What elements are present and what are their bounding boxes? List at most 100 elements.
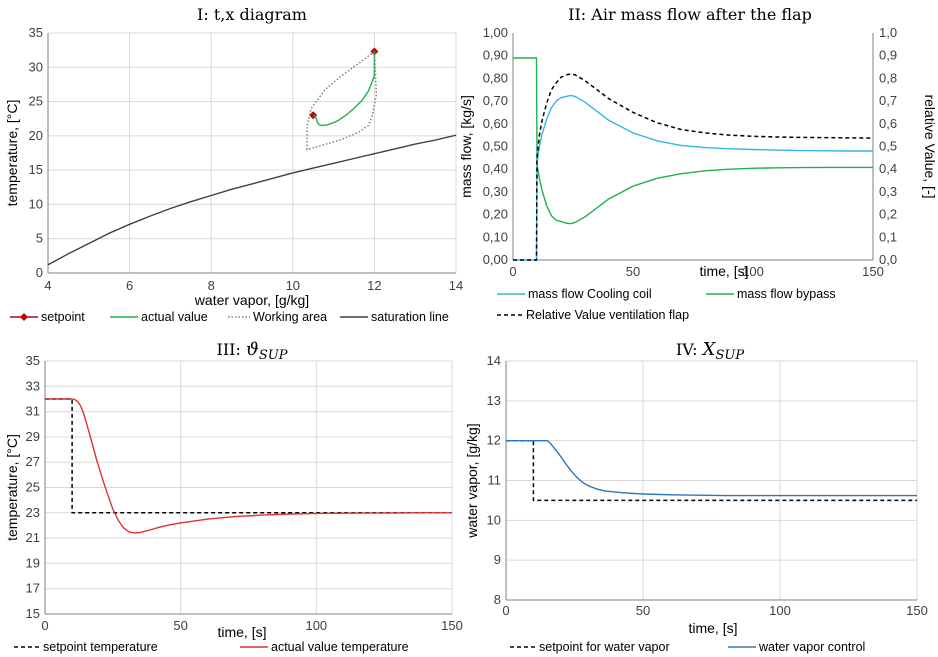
y-tick-label: 21 <box>26 530 40 545</box>
x-tick-label: 50 <box>173 618 187 633</box>
legend-entry: actual value temperature <box>240 640 409 654</box>
x-tick-label: 100 <box>742 264 764 279</box>
legend-entry: water vapor control <box>728 640 865 654</box>
y-tick-label: 0,20 <box>483 207 508 222</box>
y-tick-label: 25 <box>26 480 40 495</box>
x-tick-label: 8 <box>208 278 215 293</box>
y-tick-label: 0,10 <box>483 229 508 244</box>
y-tick-label: 0,00 <box>483 252 508 267</box>
y-tick-label: 19 <box>26 555 40 570</box>
y-tick-label: 1,00 <box>483 25 508 40</box>
y-tick-label: 27 <box>26 454 40 469</box>
x-tick-label: 4 <box>44 278 51 293</box>
chart-title-subscript: SUP <box>259 348 288 363</box>
y-tick-label: 10 <box>487 512 501 527</box>
chart-2: II: Air mass flow after the flap 0 50 100 15… <box>458 5 938 322</box>
y2-tick-label: 0,0 <box>879 252 897 267</box>
y2-tick-label: 0,5 <box>879 139 897 154</box>
y-tick-label: 0,50 <box>483 139 508 154</box>
y2-tick-label: 0,9 <box>879 48 897 63</box>
x-tick-label: 0 <box>509 264 516 279</box>
legend-entry: setpoint temperature <box>14 640 158 654</box>
chart-title-subscript: SUP <box>715 348 744 363</box>
x-tick-label: 12 <box>367 278 381 293</box>
y-tick-label: 0,60 <box>483 116 508 131</box>
legend-label: actual value <box>141 310 208 324</box>
series-line-0 <box>513 94 873 261</box>
x-tick-label: 50 <box>626 264 640 279</box>
series-line-2 <box>306 50 378 151</box>
legend-label: water vapor control <box>758 640 865 654</box>
legend-label: Relative Value ventilation flap <box>526 308 689 322</box>
y-tick-label: 20 <box>29 128 43 143</box>
y-tick-label: 12 <box>487 433 501 448</box>
legend-entry: mass flow bypass <box>706 287 836 301</box>
y-axis-label: water vapor, [g/kg] <box>464 423 480 538</box>
y-tick-label: 15 <box>26 606 40 621</box>
x-tick-label: 6 <box>126 278 133 293</box>
chart-title: III: ϑSUP <box>217 339 288 363</box>
legend-label: setpoint temperature <box>43 640 158 654</box>
legend-label: actual value temperature <box>271 640 409 654</box>
y-tick-label: 10 <box>29 196 43 211</box>
series-line-1 <box>513 57 873 225</box>
legend-entry: setpoint for water vapor <box>510 640 670 654</box>
x-axis-label: time, [s] <box>217 624 266 640</box>
x-axis-label: time, [s] <box>699 263 748 279</box>
series-line-1 <box>312 51 376 127</box>
y-tick-label: 5 <box>36 231 43 246</box>
y2-axis-label: relative Value, [-] <box>922 94 938 198</box>
x-tick-label: 14 <box>449 278 463 293</box>
x-tick-label: 50 <box>636 603 650 618</box>
x-axis-label: water vapor, [g/kg] <box>194 292 309 308</box>
chart-title-main: IV: <box>676 340 703 359</box>
x-tick-label: 0 <box>502 603 509 618</box>
y-tick-label: 8 <box>494 592 501 607</box>
y-tick-label: 0,70 <box>483 93 508 108</box>
y2-tick-label: 1,0 <box>879 25 897 40</box>
x-tick-label: 100 <box>305 618 327 633</box>
chart-title: II: Air mass flow after the flap <box>568 5 812 24</box>
series-line-1 <box>506 440 917 497</box>
y-tick-label: 33 <box>26 378 40 393</box>
legend-label: mass flow bypass <box>737 287 836 301</box>
y-tick-label: 9 <box>494 552 501 567</box>
x-tick-label: 150 <box>441 618 463 633</box>
chart-4: IV: XSUP 0 50 100 150 8 9 10 11 12 13 14 time, [s] wa… <box>464 339 928 654</box>
legend-marker <box>20 313 28 321</box>
series-line-2 <box>513 73 874 261</box>
y-tick-label: 15 <box>29 162 43 177</box>
legend-entry: Relative Value ventilation flap <box>497 308 689 322</box>
y-tick-label: 0,80 <box>483 70 508 85</box>
y2-tick-label: 0,6 <box>879 116 897 131</box>
chart-title: I: t,x diagram <box>197 5 307 24</box>
y2-tick-label: 0,1 <box>879 229 897 244</box>
chart-1: I: t,x diagram 4 6 8 10 12 14 0 5 10 15 20 25 30 35 wat… <box>4 5 463 324</box>
legend-label: Working area <box>253 310 327 324</box>
legend-entry: actual value <box>110 310 208 324</box>
x-tick-label: 10 <box>286 278 300 293</box>
legend-entry: setpoint <box>10 310 85 324</box>
y2-tick-label: 0,8 <box>879 70 897 85</box>
chart-title-symbol: ϑ <box>246 339 259 360</box>
chart-title-main: III: <box>217 340 246 359</box>
y-axis-label: temperature, [°C] <box>4 434 20 541</box>
y-tick-label: 31 <box>26 404 40 419</box>
y2-tick-label: 0,2 <box>879 207 897 222</box>
y-tick-label: 35 <box>26 353 40 368</box>
y-tick-label: 25 <box>29 94 43 109</box>
y-tick-label: 14 <box>487 353 501 368</box>
x-tick-label: 100 <box>769 603 791 618</box>
legend-entry: mass flow Cooling coil <box>497 287 652 301</box>
y-tick-label: 29 <box>26 429 40 444</box>
y2-tick-label: 0,7 <box>879 93 897 108</box>
y-tick-label: 30 <box>29 59 43 74</box>
legend-label: saturation line <box>371 310 449 324</box>
legend-entry: saturation line <box>340 310 449 324</box>
y-tick-label: 23 <box>26 505 40 520</box>
y-axis-label: mass flow, [kg/s] <box>458 95 474 198</box>
x-tick-label: 150 <box>906 603 928 618</box>
y-tick-label: 0,90 <box>483 48 508 63</box>
x-axis-label: time, [s] <box>688 620 737 636</box>
